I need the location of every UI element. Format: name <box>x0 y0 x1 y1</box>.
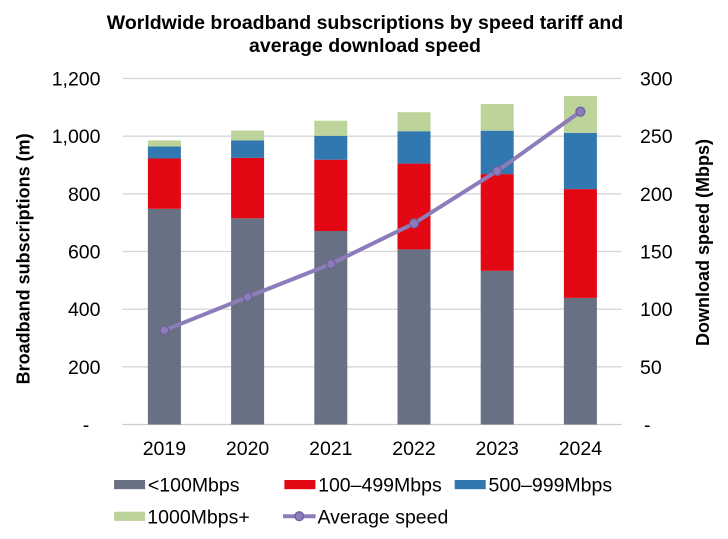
svg-text:1,200: 1,200 <box>52 69 101 91</box>
svg-text:100–499Mbps: 100–499Mbps <box>318 475 442 497</box>
svg-text:100: 100 <box>640 299 673 321</box>
svg-text:2019: 2019 <box>143 438 186 460</box>
svg-text:150: 150 <box>640 242 673 264</box>
svg-text:2020: 2020 <box>226 438 270 460</box>
svg-text:600: 600 <box>68 242 101 264</box>
svg-text:2022: 2022 <box>392 438 435 460</box>
svg-text:Broadband subscriptions (m): Broadband subscriptions (m) <box>14 133 34 384</box>
svg-text:400: 400 <box>68 299 101 321</box>
svg-text:-: - <box>644 415 651 437</box>
svg-text:250: 250 <box>640 126 673 148</box>
svg-text:200: 200 <box>640 184 673 206</box>
svg-text:-: - <box>83 415 90 437</box>
svg-text:Worldwide broadband subscripti: Worldwide broadband subscriptions by spe… <box>107 12 623 34</box>
svg-text:average download speed: average download speed <box>249 35 481 57</box>
svg-text:1000Mbps+: 1000Mbps+ <box>147 507 249 529</box>
svg-text:<100Mbps: <100Mbps <box>148 475 240 497</box>
svg-text:Average speed: Average speed <box>318 507 449 529</box>
svg-text:1,000: 1,000 <box>52 126 101 148</box>
svg-text:800: 800 <box>68 184 101 206</box>
svg-text:500–999Mbps: 500–999Mbps <box>489 475 613 497</box>
svg-text:300: 300 <box>640 69 673 91</box>
svg-text:Download speed (Mbps): Download speed (Mbps) <box>693 139 713 346</box>
svg-text:2023: 2023 <box>476 438 519 460</box>
svg-text:50: 50 <box>640 357 662 379</box>
svg-text:2024: 2024 <box>559 438 603 460</box>
svg-text:2021: 2021 <box>309 438 352 460</box>
svg-text:200: 200 <box>68 357 101 379</box>
